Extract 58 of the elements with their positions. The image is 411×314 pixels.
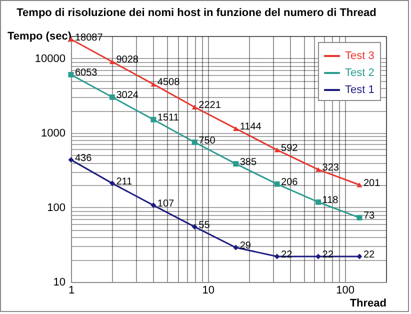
data-label: 592 <box>281 142 298 154</box>
data-label: 1511 <box>157 112 180 124</box>
data-label: 29 <box>240 240 252 252</box>
point <box>316 167 321 172</box>
legend-label: Test 3 <box>345 50 374 62</box>
point <box>192 104 198 110</box>
chart-title: Tempo di risoluzione dei nomi host in funzione del numero di Thread <box>16 7 376 19</box>
point <box>192 224 198 230</box>
data-label: 6053 <box>75 68 98 79</box>
legend-label: Test 1 <box>345 84 374 96</box>
point <box>274 181 280 187</box>
data-label: 3024 <box>116 90 139 102</box>
data-label: 107 <box>157 198 175 210</box>
point <box>150 116 156 122</box>
data-label: 750 <box>198 135 216 146</box>
data-label: 73 <box>363 210 376 222</box>
point <box>109 59 115 64</box>
point <box>356 182 362 188</box>
data-label: 118 <box>322 195 339 206</box>
y-tick-label: 10000 <box>34 52 66 65</box>
x-tick-label: 100 <box>336 284 354 296</box>
point <box>274 254 280 260</box>
data-label: 4508 <box>157 77 180 88</box>
data-label: 206 <box>281 177 298 188</box>
x-axis-title: Thread <box>350 298 386 310</box>
data-label: 211 <box>116 176 133 188</box>
point <box>356 254 362 260</box>
data-label: 2221 <box>198 100 222 112</box>
point <box>233 244 239 250</box>
legend-label: Test 2 <box>345 67 374 79</box>
point <box>233 161 239 167</box>
point <box>109 94 115 100</box>
data-label: 323 <box>322 162 340 174</box>
x-tick-label: 10 <box>202 284 215 296</box>
y-axis-title: Tempo (sec) <box>8 30 72 42</box>
point <box>316 199 321 205</box>
data-label: 22 <box>322 249 334 260</box>
point <box>274 148 280 152</box>
point <box>68 72 74 78</box>
point <box>68 157 74 163</box>
point <box>150 82 156 87</box>
data-label: 22 <box>363 249 376 260</box>
y-tick-label: 100 <box>47 202 66 214</box>
point <box>316 254 321 260</box>
data-label: 1144 <box>240 122 262 133</box>
data-label: 55 <box>198 220 210 231</box>
point <box>109 180 115 186</box>
point <box>150 202 156 208</box>
y-tick-label: 1000 <box>41 127 66 140</box>
point <box>192 140 198 146</box>
data-label: 201 <box>363 178 381 189</box>
point <box>356 214 362 220</box>
x-tick-label: 1 <box>68 284 75 296</box>
y-tick-label: 10 <box>53 276 66 288</box>
data-label: 436 <box>75 152 92 164</box>
data-label: 385 <box>240 156 257 168</box>
data-label: 9028 <box>116 54 139 66</box>
point <box>233 126 239 131</box>
